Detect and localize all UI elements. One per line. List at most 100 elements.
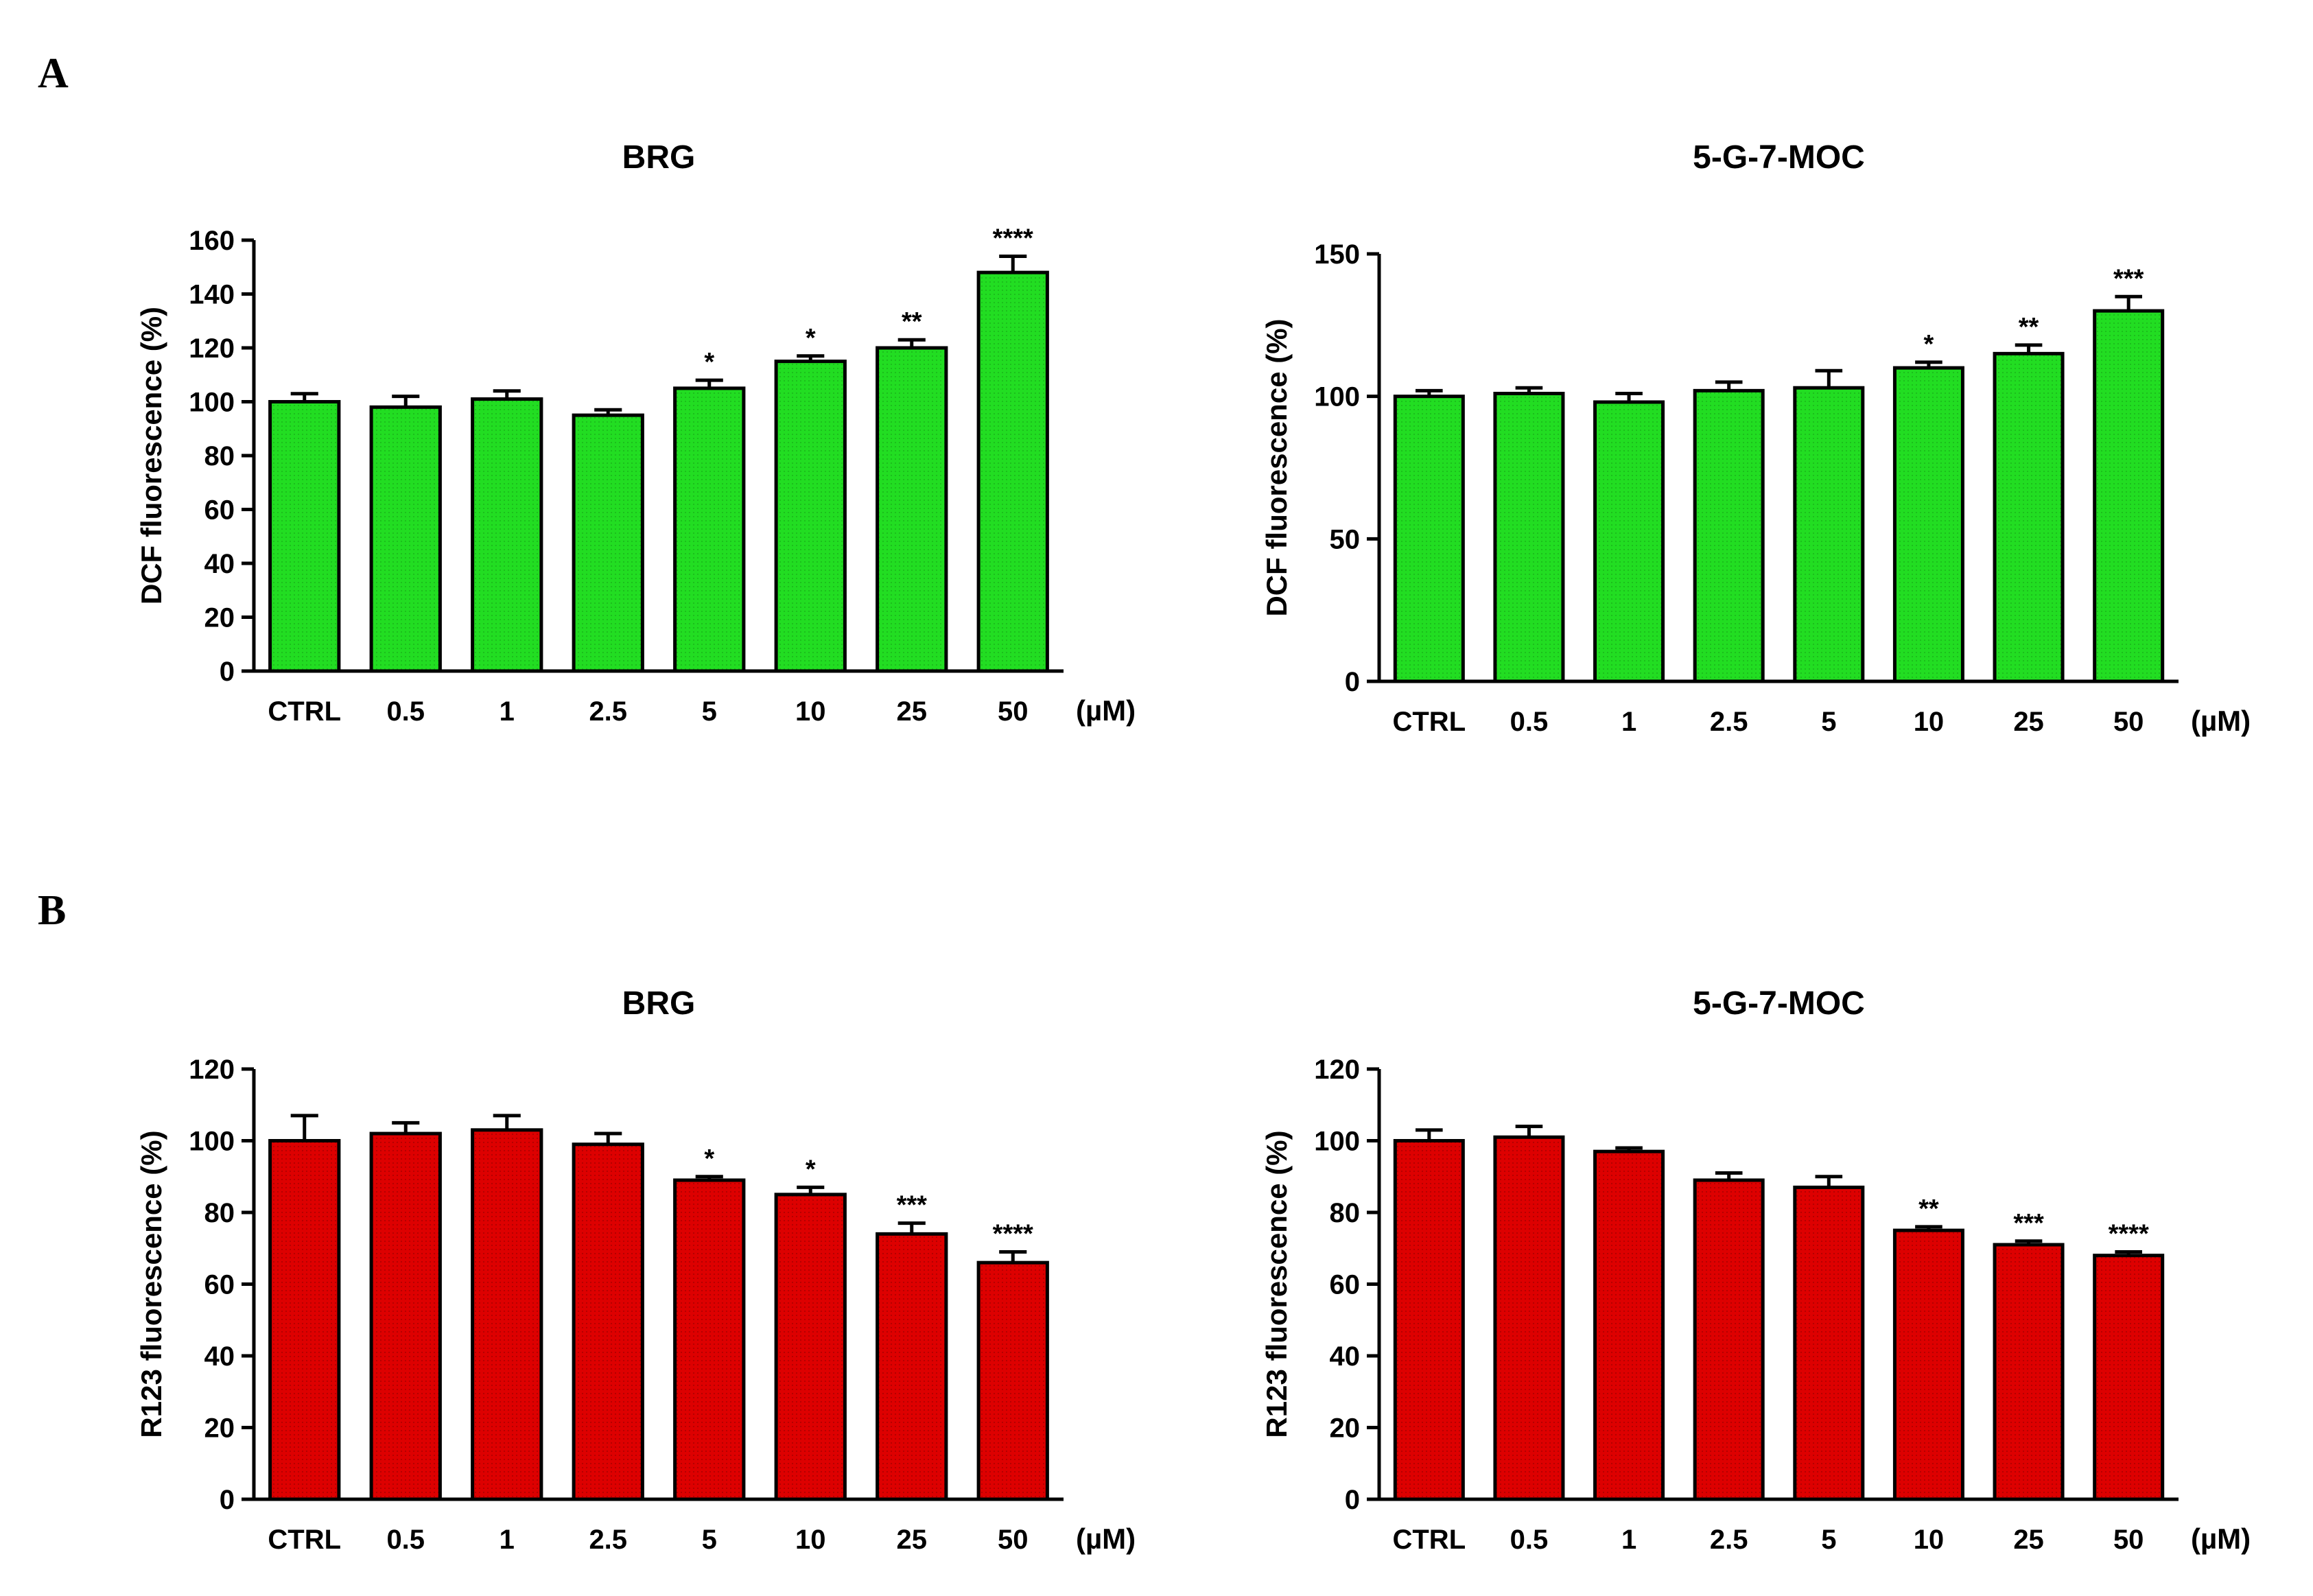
panel-label-b: B	[38, 887, 66, 934]
significance-label: *	[1924, 330, 1934, 359]
x-tick-label: 50	[998, 1525, 1029, 1555]
x-unit-label: (µM)	[1076, 694, 1136, 727]
significance-label: **	[2019, 313, 2039, 342]
y-tick-label: 0	[220, 1485, 235, 1515]
x-tick-label: 50	[998, 696, 1029, 727]
y-tick-label: 80	[1330, 1198, 1361, 1228]
x-tick-label: 25	[897, 1525, 928, 1555]
bar	[673, 386, 746, 673]
bar	[1892, 1228, 1964, 1501]
x-tick-label: 25	[897, 696, 928, 727]
x-tick-label: 10	[795, 1525, 826, 1555]
significance-label: ****	[2109, 1219, 2149, 1248]
y-axis-label: R123 fluorescence (%)	[1260, 1130, 1293, 1437]
y-tick-label: 160	[189, 226, 235, 256]
bar	[673, 1178, 746, 1501]
x-tick-label: 2.5	[1710, 1525, 1748, 1555]
y-tick-label: 100	[1314, 382, 1360, 412]
y-tick-label: 140	[189, 280, 235, 310]
bar	[471, 397, 543, 673]
x-tick-label: CTRL	[1392, 1525, 1466, 1555]
y-tick-label: 120	[189, 333, 235, 364]
bar	[1793, 386, 1865, 683]
bar	[572, 1142, 644, 1501]
y-tick-label: 40	[204, 1341, 235, 1372]
x-tick-label: 0.5	[1510, 1525, 1549, 1555]
y-axis-label: R123 fluorescence (%)	[135, 1130, 167, 1437]
x-tick-label: 10	[795, 696, 826, 727]
x-tick-label: 0.5	[386, 1525, 425, 1555]
significance-label: ****	[993, 224, 1033, 253]
significance-label: **	[902, 307, 922, 336]
x-tick-label: 50	[2113, 707, 2144, 737]
y-tick-label: 40	[204, 549, 235, 579]
bar	[876, 1232, 948, 1501]
y-tick-label: 50	[1330, 524, 1361, 554]
chart-title: BRG	[622, 139, 696, 176]
x-tick-label: 25	[2013, 707, 2044, 737]
bar	[1693, 1178, 1765, 1501]
bar	[774, 360, 847, 673]
y-tick-label: 60	[1330, 1270, 1361, 1300]
y-tick-label: 20	[204, 603, 235, 633]
x-tick-label: 2.5	[1710, 707, 1748, 737]
y-axis-label: DCF fluorescence (%)	[135, 307, 167, 605]
y-tick-label: 80	[204, 1198, 235, 1228]
significance-label: *	[704, 1145, 714, 1173]
bar	[268, 400, 341, 673]
x-tick-label: 0.5	[386, 696, 425, 727]
chart-a-brg-dcf: BRG DCF fluorescence (%) 0 20 40 60 80 100 120 14…	[135, 139, 1136, 727]
significance-label: *	[806, 324, 816, 353]
x-unit-label: (µM)	[2191, 1523, 2251, 1555]
y-tick-label: 150	[1314, 239, 1360, 270]
x-tick-label: 5	[702, 1525, 717, 1555]
x-tick-label: 1	[500, 1525, 515, 1555]
bar	[369, 1131, 442, 1501]
significance-label: ***	[897, 1191, 928, 1220]
panel-label-a: A	[38, 50, 69, 97]
significance-label: *	[704, 348, 714, 377]
x-tick-label: 2.5	[589, 696, 627, 727]
significance-label: **	[1918, 1195, 1939, 1223]
bar	[1493, 392, 1565, 683]
bar	[268, 1139, 341, 1501]
significance-label: ***	[2013, 1209, 2044, 1238]
y-tick-label: 20	[204, 1413, 235, 1444]
x-tick-label: 25	[2013, 1525, 2044, 1555]
y-tick-label: 0	[220, 657, 235, 687]
chart-b-5g7moc-r123: 5-G-7-MOC R123 fluorescence (%) 0 20 40 60 80 1…	[1260, 985, 2251, 1555]
significance-label: ***	[2113, 264, 2144, 293]
bar	[2093, 309, 2165, 683]
x-unit-label: (µM)	[2191, 705, 2251, 737]
x-unit-label: (µM)	[1076, 1523, 1136, 1555]
bar	[1793, 1185, 1865, 1501]
y-tick-label: 100	[189, 388, 235, 418]
bar	[1892, 366, 1964, 683]
x-tick-label: CTRL	[268, 696, 341, 727]
significance-label: *	[806, 1155, 816, 1184]
y-tick-label: 20	[1330, 1413, 1361, 1444]
significance-label: ****	[993, 1219, 1033, 1248]
y-axis-label: DCF fluorescence (%)	[1260, 318, 1293, 616]
chart-title: 5-G-7-MOC	[1693, 985, 1865, 1022]
x-tick-label: 2.5	[589, 1525, 627, 1555]
bar	[774, 1193, 847, 1501]
chart-title: 5-G-7-MOC	[1693, 139, 1865, 176]
bar	[369, 405, 442, 673]
bar	[572, 413, 644, 673]
y-tick-label: 60	[204, 495, 235, 526]
bar	[2093, 1254, 2165, 1501]
x-tick-label: 10	[1914, 1525, 1945, 1555]
y-tick-label: 60	[204, 1270, 235, 1300]
y-tick-label: 120	[1314, 1055, 1360, 1085]
x-tick-label: 50	[2113, 1525, 2144, 1555]
bar	[876, 346, 948, 673]
x-tick-label: 1	[1621, 1525, 1636, 1555]
y-tick-label: 0	[1345, 1485, 1360, 1515]
x-tick-label: 5	[1821, 1525, 1836, 1555]
y-tick-label: 100	[189, 1127, 235, 1157]
bar	[1593, 1149, 1665, 1501]
x-tick-label: 10	[1914, 707, 1945, 737]
